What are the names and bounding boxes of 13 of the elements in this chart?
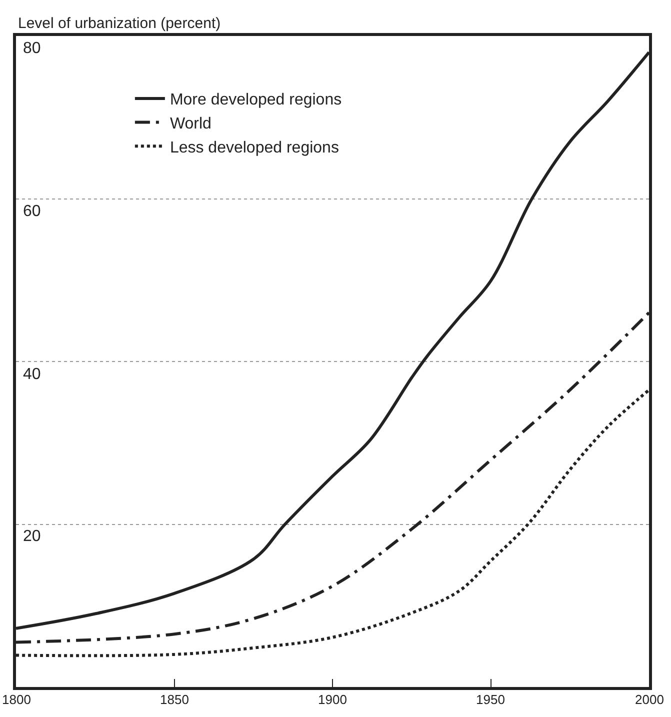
- x-tick-label: 1950: [476, 692, 505, 707]
- legend-label: Less developed regions: [170, 139, 339, 156]
- x-tick-label: 1850: [160, 692, 189, 707]
- x-tick-label: 2000: [635, 692, 664, 707]
- y-tick-label: 40: [23, 366, 41, 383]
- y-tick-label: 20: [23, 528, 41, 545]
- y-axis-title: Level of urbanization (percent): [18, 15, 221, 32]
- legend-label: More developed regions: [170, 92, 342, 109]
- x-tick-label: 1800: [2, 692, 31, 707]
- legend-label: World: [170, 116, 212, 133]
- x-tick-label: 1900: [318, 692, 347, 707]
- y-tick-label: 80: [23, 40, 41, 57]
- y-tick-label: 60: [23, 203, 41, 220]
